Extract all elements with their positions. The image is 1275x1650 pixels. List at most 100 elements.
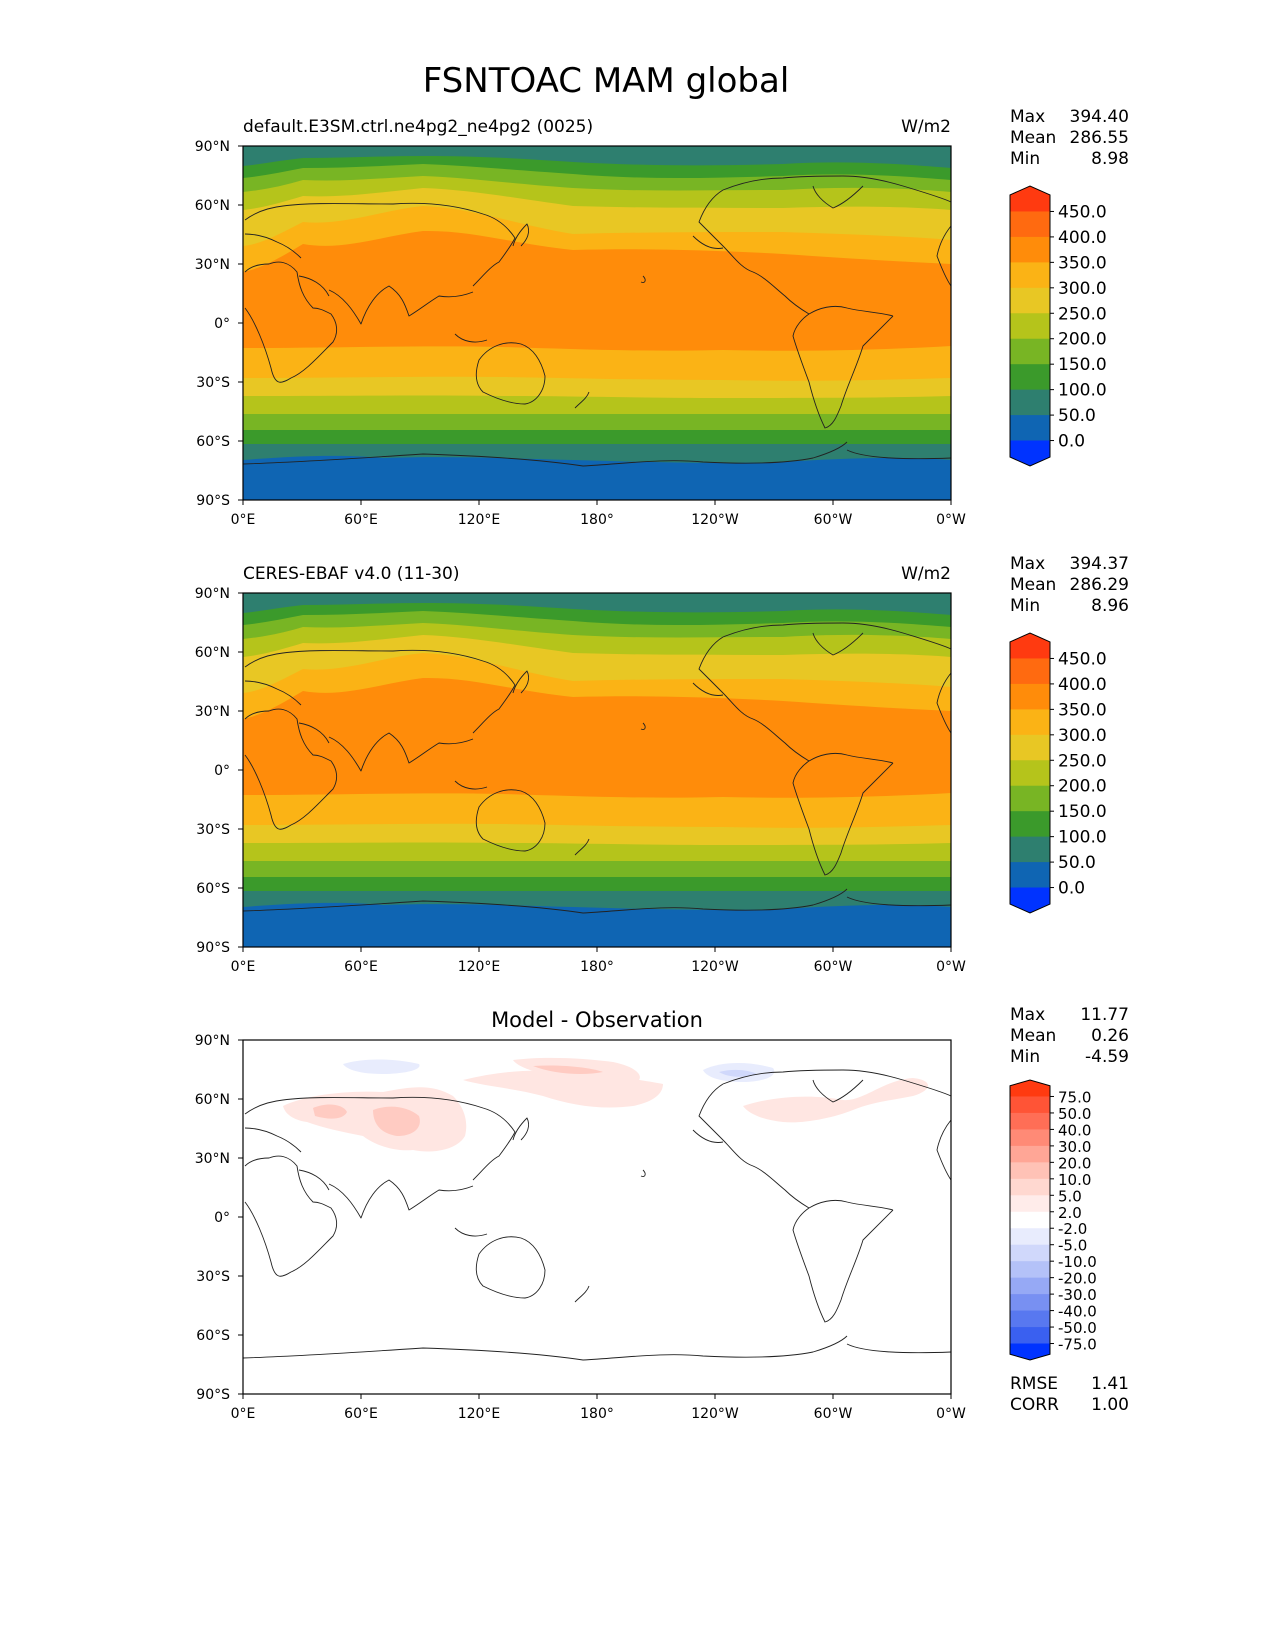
lon-tick-label: 120°E	[458, 512, 501, 528]
lon-tick-label: 0°E	[231, 1406, 256, 1422]
colorbar-label: 400.0	[1058, 675, 1107, 695]
lon-tick-label: 0°W	[936, 512, 966, 528]
colorbar-swatch	[1010, 262, 1050, 289]
min-label: Min	[1010, 1047, 1040, 1067]
corr-value: 1.00	[1091, 1395, 1129, 1415]
colorbar-swatch	[1010, 186, 1050, 212]
mean-label: Mean	[1010, 128, 1056, 148]
colorbar-swatch	[1010, 709, 1050, 736]
lat-tick-labels: 90°N 60°N 30°N 0° 30°S 60°S 90°S	[195, 1033, 243, 1403]
lon-tick-label: 60°W	[814, 959, 853, 975]
colorbar-swatch	[1010, 887, 1050, 913]
colorbar-swatch	[1010, 1162, 1050, 1180]
contour-field	[243, 593, 951, 947]
colorbar-label: -30.0	[1058, 1286, 1097, 1304]
stats-block: Max 394.40 Mean 286.55 Min 8.98	[1010, 107, 1129, 169]
mean-value: 286.29	[1070, 575, 1129, 595]
colorbar-swatch	[1010, 683, 1050, 710]
max-label: Max	[1010, 107, 1045, 127]
colorbar-swatch	[1010, 785, 1050, 812]
colorbar-swatch	[1010, 633, 1050, 659]
panel-title: CERES-EBAF v4.0 (11-30)	[243, 564, 459, 584]
lon-tick-label: 180°	[580, 959, 614, 975]
colorbar-swatch	[1010, 1178, 1050, 1196]
lon-tick-label: 0°W	[936, 959, 966, 975]
colorbar-swatch	[1010, 836, 1050, 863]
lon-tick-label: 0°E	[231, 512, 256, 528]
colorbar-label: 2.0	[1058, 1204, 1082, 1222]
min-label: Min	[1010, 596, 1040, 616]
lat-tick-label: 90°N	[195, 139, 230, 155]
panel-model: default.E3SM.ctrl.ne4pg2_ne4pg2 (0025) W…	[195, 107, 1129, 528]
lon-tick-label: 0°W	[936, 1406, 966, 1422]
max-value: 11.77	[1080, 1005, 1129, 1025]
contour-field	[243, 1040, 951, 1394]
colorbar-label: -50.0	[1058, 1319, 1097, 1337]
colorbar-label: 350.0	[1058, 700, 1107, 720]
colorbar-label: 250.0	[1058, 304, 1107, 324]
panel-observation: CERES-EBAF v4.0 (11-30) W/m2	[195, 554, 1129, 975]
mean-value: 286.55	[1070, 128, 1129, 148]
lat-tick-label: 90°N	[195, 1033, 230, 1049]
lat-tick-label: 0°	[214, 763, 230, 779]
colorbar-swatch	[1010, 811, 1050, 838]
colorbar-label: 0.0	[1058, 432, 1085, 452]
max-label: Max	[1010, 1005, 1045, 1025]
colorbar-swatch	[1010, 1228, 1050, 1246]
colorbar-swatch	[1010, 287, 1050, 314]
colorbar-label: 200.0	[1058, 330, 1107, 350]
lat-tick-label: 60°N	[195, 645, 230, 661]
colorbar-label: 300.0	[1058, 279, 1107, 299]
lat-tick-label: 90°N	[195, 586, 230, 602]
panel-units: W/m2	[901, 564, 951, 584]
colorbar-swatch	[1010, 1261, 1050, 1279]
lon-tick-label: 120°E	[458, 959, 501, 975]
colorbar-swatch	[1010, 658, 1050, 685]
colorbar-label: -75.0	[1058, 1336, 1097, 1354]
colorbar-label: 350.0	[1058, 253, 1107, 273]
lon-tick-label: 120°E	[458, 1406, 501, 1422]
colorbar-swatch	[1010, 760, 1050, 787]
lat-tick-label: 30°N	[195, 1151, 230, 1167]
colorbar-swatch	[1010, 389, 1050, 416]
max-label: Max	[1010, 554, 1045, 574]
colorbar-swatch	[1010, 1080, 1050, 1097]
lon-tick-label: 120°W	[691, 1406, 739, 1422]
panel-title: default.E3SM.ctrl.ne4pg2_ne4pg2 (0025)	[243, 117, 593, 137]
colorbar-outline	[1009, 632, 1051, 914]
lon-tick-label: 180°	[580, 512, 614, 528]
colorbar-swatch	[1010, 1244, 1050, 1262]
colorbar: 450.0 400.0 350.0 300.0 250.0 200.0 150.0 100.0…	[1009, 185, 1107, 467]
coastlines	[242, 175, 952, 467]
panel-title: Model - Observation	[491, 1008, 703, 1032]
lat-tick-label: 90°S	[196, 493, 230, 509]
lon-tick-label: 60°W	[814, 1406, 853, 1422]
lat-tick-label: 60°N	[195, 1092, 230, 1108]
colorbar-swatch	[1010, 236, 1050, 263]
colorbar-swatch	[1010, 1310, 1050, 1328]
lon-tick-label: 180°	[580, 1406, 614, 1422]
colorbar-label: 450.0	[1058, 649, 1107, 669]
colorbar-swatch	[1010, 1294, 1050, 1312]
lat-tick-labels: 90°N 60°N 30°N 0° 30°S 60°S 90°S	[195, 586, 243, 956]
colorbar-swatch	[1010, 734, 1050, 761]
colorbar-label: 50.0	[1058, 853, 1096, 873]
colorbar-label: -2.0	[1058, 1220, 1087, 1238]
lat-tick-label: 60°S	[196, 1328, 230, 1344]
colorbar-label: 50.0	[1058, 406, 1096, 426]
min-label: Min	[1010, 149, 1040, 169]
colorbar-label: 250.0	[1058, 751, 1107, 771]
colorbar-swatch	[1010, 338, 1050, 365]
colorbar-label: -40.0	[1058, 1303, 1097, 1321]
colorbar-label: 150.0	[1058, 355, 1107, 375]
lat-tick-label: 60°N	[195, 198, 230, 214]
mean-label: Mean	[1010, 575, 1056, 595]
panel-units: W/m2	[901, 117, 951, 137]
colorbar-label: 40.0	[1058, 1121, 1091, 1139]
colorbar-swatch	[1010, 1343, 1050, 1360]
lat-tick-label: 30°N	[195, 257, 230, 273]
mean-value: 0.26	[1091, 1026, 1129, 1046]
lat-tick-label: 30°N	[195, 704, 230, 720]
lon-tick-label: 120°W	[691, 512, 739, 528]
lon-tick-labels: 0°E 60°E 120°E 180° 120°W 60°W 0°W	[231, 500, 966, 528]
